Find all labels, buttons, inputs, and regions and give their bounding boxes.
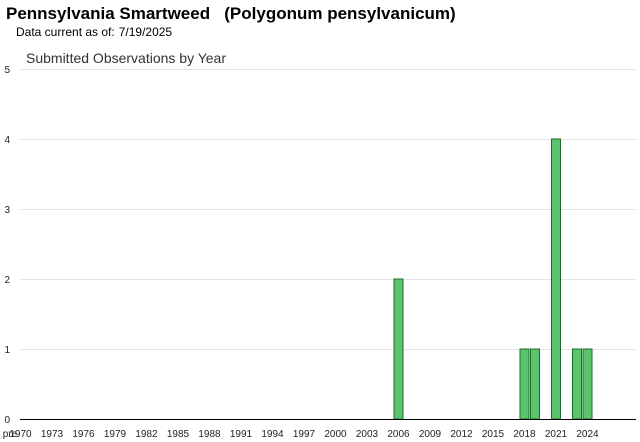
bar-2018[interactable] (519, 348, 530, 420)
y-tick-label: 1 (4, 345, 10, 356)
chart-title: Submitted Observations by Year (26, 50, 226, 66)
x-tick-label: 2012 (450, 429, 473, 440)
data-current-date: 7/19/2025 (118, 25, 173, 39)
data-current-note: Data current as of: 7/19/2025 (16, 25, 172, 39)
y-tick-label: 2 (4, 275, 10, 286)
bar-2006[interactable] (393, 278, 404, 420)
data-current-label: Data current as of: (16, 25, 115, 39)
x-tick-label: 1991 (230, 429, 253, 440)
y-tick-labels: 0 1 2 3 4 5 (4, 65, 10, 426)
x-tick-label: 1976 (72, 429, 95, 440)
x-tick-label: pre (3, 429, 18, 440)
x-tick-label: 1973 (41, 429, 64, 440)
bar-2023[interactable] (572, 348, 582, 420)
x-tick-label: 2015 (482, 429, 505, 440)
x-tick-label: 1988 (198, 429, 221, 440)
bar-2021[interactable] (551, 138, 561, 420)
page-title: Pennsylvania Smartweed (Polygonum pensyl… (6, 4, 456, 23)
y-tick-label: 4 (4, 135, 10, 146)
x-tick-label: 1985 (167, 429, 190, 440)
grid-layer (20, 69, 636, 350)
x-tick-label: 2024 (576, 429, 599, 440)
x-tick-label: 2000 (324, 429, 347, 440)
x-tick-label: 2018 (513, 429, 536, 440)
x-tick-label: 1982 (135, 429, 158, 440)
x-tick-label: 2003 (356, 429, 379, 440)
bar-2019[interactable] (530, 348, 540, 420)
x-tick-label: 2021 (545, 429, 568, 440)
y-tick-label: 5 (4, 65, 10, 76)
bar-2024[interactable] (582, 348, 593, 420)
x-tick-label: 1970 (9, 429, 32, 440)
x-tick-label: 1997 (293, 429, 316, 440)
x-tick-label: 2009 (419, 429, 442, 440)
x-tick-label: 1979 (104, 429, 127, 440)
x-tick-label: 2006 (387, 429, 410, 440)
x-tick-label: 1994 (261, 429, 284, 440)
y-tick-label: 3 (4, 205, 10, 216)
y-tick-label: 0 (4, 415, 10, 426)
